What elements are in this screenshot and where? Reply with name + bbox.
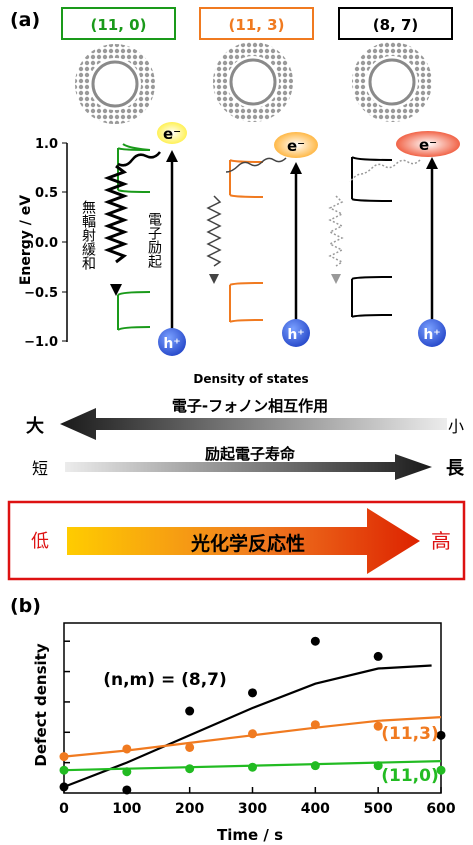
x-tick-label: 0 <box>59 801 69 817</box>
nanotube-image-11-0 <box>75 44 155 124</box>
excitation-arrow-11-3 <box>290 162 302 325</box>
data-point-2 <box>185 764 195 774</box>
data-point-2 <box>310 761 320 771</box>
x-tick-label: 600 <box>426 801 455 817</box>
panel-a-label: (a) <box>10 9 40 31</box>
hole-8-7: h⁺ <box>418 319 446 347</box>
energy-tick-minus-0.5: −0.5 <box>24 286 58 301</box>
data-point-1 <box>373 721 383 731</box>
svg-text:h⁺: h⁺ <box>163 336 180 352</box>
hole-11-3: h⁺ <box>282 319 310 347</box>
data-point-1 <box>122 744 132 754</box>
reactivity-high-label: 高 <box>431 529 451 553</box>
data-point-0 <box>59 782 69 792</box>
x-tick-label: 100 <box>112 801 141 817</box>
svg-text:h⁺: h⁺ <box>423 327 440 343</box>
nanotube-image-8-7 <box>352 42 432 122</box>
x-tick-label: 200 <box>175 801 204 817</box>
data-point-1 <box>59 752 69 762</box>
hole-11-0: h⁺ <box>158 328 186 356</box>
data-point-2 <box>122 767 132 777</box>
data-point-0 <box>185 706 195 716</box>
data-point-0 <box>122 785 132 795</box>
chart-annotation: (n,m) = (8,7) <box>103 670 227 690</box>
relaxation-wiggle-11-3 <box>206 157 287 284</box>
data-point-0 <box>373 651 383 661</box>
x-tick-label: 400 <box>301 801 330 817</box>
data-point-1 <box>310 720 320 730</box>
electron-excitation-label: 電子励起 <box>146 212 162 268</box>
nanotube-label-11-3: (11, 3) <box>199 7 314 40</box>
electron-11-0: e⁻ <box>157 122 187 144</box>
data-point-2 <box>59 765 69 775</box>
series-label-11-3: (11,3) <box>381 724 438 744</box>
data-point-2 <box>436 765 446 775</box>
panel-b-label: (b) <box>10 595 41 617</box>
svg-text:(8, 7): (8, 7) <box>373 16 419 34</box>
chart-xlabel: Time / s <box>217 826 283 844</box>
reactivity-low-label: 低 <box>31 531 49 552</box>
lifetime-label: 励起電子寿命 <box>205 445 296 463</box>
energy-axis-label: Energy / eV <box>18 195 34 285</box>
fit-line-0 <box>63 664 432 788</box>
dos-11-0 <box>117 143 151 331</box>
electron-8-7: e⁻ <box>396 131 460 157</box>
svg-text:無輻射緩和: 無輻射緩和 <box>80 200 96 270</box>
data-point-0 <box>310 636 320 646</box>
nanotube-image-11-3 <box>213 42 293 122</box>
data-point-0 <box>248 688 257 698</box>
energy-tick-0: 0.0 <box>35 236 58 251</box>
svg-text:(11, 0): (11, 0) <box>91 16 147 34</box>
svg-text:e⁻: e⁻ <box>163 125 181 143</box>
reactivity-label: 光化学反応性 <box>190 532 305 555</box>
excitation-arrow-8-7 <box>426 157 438 325</box>
electron-11-3: e⁻ <box>274 132 318 158</box>
excitation-arrow-11-0 <box>166 150 178 333</box>
data-point-1 <box>248 729 257 739</box>
electron-phonon-arrow <box>60 408 447 440</box>
lifetime-long-label: 長 <box>446 458 465 479</box>
plot-area: 0 100 200 300 400 500 600 <box>59 622 456 817</box>
svg-text:e⁻: e⁻ <box>419 136 437 154</box>
dos-8-7 <box>351 156 393 318</box>
energy-tick-0.5: 0.5 <box>35 186 58 201</box>
svg-text:e⁻: e⁻ <box>287 137 305 155</box>
dos-axis-label: Density of states <box>193 372 308 386</box>
relaxation-wiggle-8-7 <box>328 159 421 284</box>
lifetime-arrow <box>65 454 432 480</box>
lifetime-short-label: 短 <box>32 459 48 478</box>
coupling-large-label: 大 <box>26 415 44 437</box>
chart-ylabel: Defect density <box>32 643 50 766</box>
data-point-2 <box>248 762 257 772</box>
coupling-small-label: 小 <box>448 417 464 436</box>
data-point-1 <box>185 742 195 752</box>
x-tick-label: 300 <box>238 801 267 817</box>
nanotube-label-11-0: (11, 0) <box>61 7 176 40</box>
reactivity-box <box>7 500 466 581</box>
svg-text:電子励起: 電子励起 <box>146 212 162 268</box>
relaxation-wiggle-11-0 <box>103 151 161 296</box>
nonradiative-relaxation-label: 無輻射緩和 <box>80 200 96 270</box>
data-point-2 <box>373 761 383 771</box>
energy-tick-1: 1.0 <box>35 137 58 152</box>
energy-tick-minus-1: −1.0 <box>24 335 58 350</box>
svg-text:(11, 3): (11, 3) <box>229 16 285 34</box>
electron-phonon-label: 電子-フォノン相互作用 <box>172 397 328 415</box>
series-label-11-0: (11,0) <box>381 766 438 786</box>
svg-text:h⁺: h⁺ <box>287 327 304 343</box>
data-point-0 <box>436 730 446 740</box>
nanotube-label-8-7: (8, 7) <box>338 7 453 40</box>
dos-11-3 <box>229 159 264 323</box>
x-tick-label: 500 <box>364 801 393 817</box>
energy-ticks: 1.0 0.5 0.0 −0.5 −1.0 <box>24 137 67 350</box>
